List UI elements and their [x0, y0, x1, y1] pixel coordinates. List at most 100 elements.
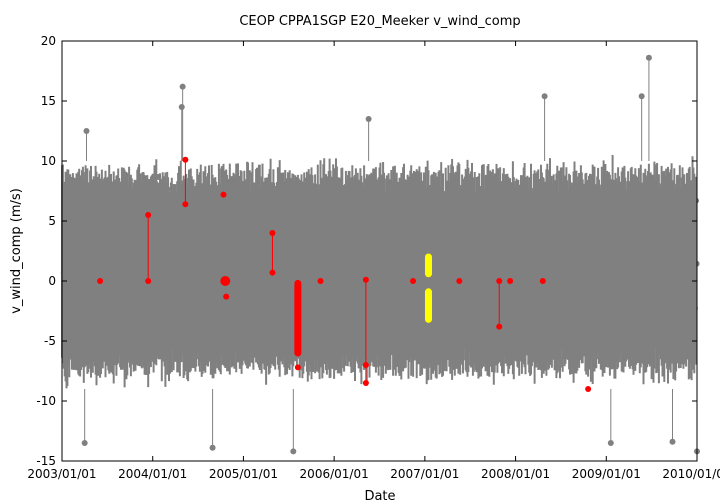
- grey-point: [382, 196, 388, 203]
- red-point: [456, 278, 463, 284]
- grey-point: [558, 239, 565, 246]
- grey-point: [106, 328, 113, 334]
- grey-point: [278, 291, 285, 297]
- y-tick-label: 0: [48, 274, 56, 288]
- grey-point: [492, 313, 499, 320]
- grey-point: [102, 290, 108, 297]
- grey-point: [258, 301, 265, 308]
- grey-point: [192, 256, 199, 263]
- grey-point: [664, 257, 671, 263]
- grey-point: [615, 236, 621, 243]
- grey-point: [383, 309, 390, 316]
- grey-point: [104, 266, 111, 273]
- grey-point: [485, 248, 492, 255]
- grey-point: [256, 245, 263, 252]
- grey-point: [617, 323, 624, 330]
- grey-point: [289, 256, 296, 263]
- grey-point: [88, 297, 95, 304]
- grey-point: [261, 223, 267, 230]
- grey-point: [65, 305, 72, 312]
- red-point: [294, 364, 301, 371]
- grey-point: [318, 262, 325, 269]
- grey-point: [578, 204, 585, 211]
- grey-point: [357, 278, 364, 285]
- grey-point: [198, 262, 205, 269]
- grey-point: [83, 206, 90, 213]
- grey-point: [254, 318, 261, 325]
- grey-point: [179, 277, 186, 284]
- grey-point: [197, 297, 204, 304]
- grey-point: [267, 280, 274, 287]
- grey-point: [503, 342, 510, 349]
- grey-point: [343, 293, 350, 300]
- grey-point: [216, 244, 223, 251]
- grey-point: [113, 230, 120, 237]
- grey-point: [502, 285, 509, 292]
- grey-point: [355, 288, 362, 295]
- grey-point: [464, 304, 471, 311]
- grey-point: [193, 250, 199, 257]
- grey-point: [352, 296, 358, 303]
- grey-point: [512, 274, 518, 281]
- grey-point: [652, 334, 659, 341]
- grey-point: [690, 321, 697, 328]
- grey-point: [654, 284, 661, 290]
- grey-point: [550, 311, 557, 318]
- grey-point: [657, 229, 664, 236]
- grey-point: [636, 241, 642, 247]
- grey-point: [498, 237, 505, 244]
- grey-point: [377, 305, 384, 312]
- grey-point: [372, 235, 379, 242]
- grey-point: [288, 239, 295, 246]
- grey-point: [606, 252, 612, 258]
- grey-point: [323, 194, 330, 200]
- red-point: [507, 278, 514, 284]
- grey-point: [599, 246, 606, 253]
- grey-extreme-point: [365, 116, 372, 122]
- grey-point: [579, 256, 586, 263]
- grey-point: [620, 193, 627, 200]
- grey-extreme-point: [179, 83, 186, 90]
- grey-point: [521, 247, 527, 254]
- grey-point: [212, 283, 219, 290]
- grey-point: [226, 263, 233, 270]
- grey-point: [410, 255, 417, 262]
- grey-point: [113, 314, 120, 321]
- grey-point: [520, 232, 526, 239]
- grey-point: [657, 264, 664, 271]
- grey-point: [688, 255, 695, 262]
- grey-point: [418, 289, 425, 296]
- grey-point: [251, 236, 258, 243]
- grey-point: [570, 268, 577, 275]
- grey-point: [617, 264, 624, 271]
- grey-point: [151, 293, 157, 300]
- grey-point: [501, 249, 508, 256]
- grey-point: [546, 291, 552, 297]
- grey-point: [73, 248, 80, 254]
- grey-point: [479, 283, 486, 290]
- grey-point: [293, 214, 300, 221]
- grey-point: [142, 227, 149, 234]
- grey-point: [95, 189, 102, 196]
- grey-point: [587, 300, 594, 306]
- grey-point: [87, 323, 94, 330]
- grey-point: [359, 263, 366, 270]
- grey-point: [344, 215, 351, 222]
- grey-point: [502, 302, 509, 308]
- grey-point: [574, 239, 581, 246]
- grey-point: [111, 244, 118, 251]
- grey-point: [401, 317, 408, 324]
- grey-point: [564, 258, 571, 265]
- grey-point: [354, 254, 361, 261]
- grey-point: [446, 227, 453, 234]
- grey-point: [418, 275, 425, 282]
- grey-point: [394, 256, 401, 263]
- grey-point: [398, 260, 405, 267]
- grey-point: [519, 327, 526, 334]
- y-tick-label: 5: [48, 214, 56, 228]
- grey-point: [222, 230, 229, 237]
- red-series: [97, 156, 592, 392]
- grey-point: [554, 260, 561, 267]
- grey-point: [679, 275, 686, 282]
- grey-point: [686, 293, 693, 300]
